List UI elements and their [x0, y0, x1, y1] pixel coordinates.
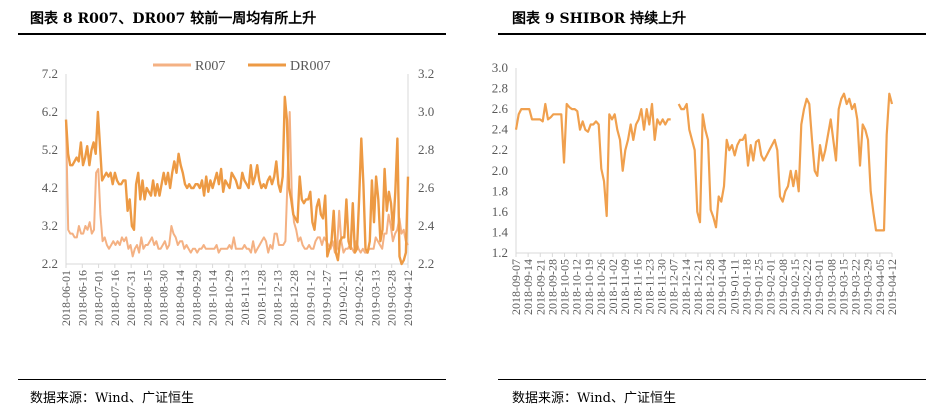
shibor-x-tick-label: 2019-03-08: [824, 259, 838, 315]
shibor-y-tick-label: 1.4: [492, 224, 509, 239]
shibor-x-tick-label: 2018-09-14: [521, 259, 535, 315]
right-source-note: 数据来源：Wind、广证恒生: [512, 391, 676, 406]
y-right-tick-label: 3.2: [418, 66, 434, 81]
y-right-tick-label: 3.0: [418, 104, 434, 119]
shibor-x-tick-label: 2019-02-22: [800, 259, 814, 315]
right-chart-title: 图表 9 SHIBOR 持续上升: [512, 11, 687, 27]
shibor-x-tick-label: 2019-03-22: [849, 259, 863, 315]
shibor-x-tick-label: 2018-09-28: [545, 259, 559, 315]
x-tick-label: 2018-11-28: [254, 270, 268, 326]
shibor-x-tick-label: 2018-11-09: [618, 259, 632, 315]
shibor-x-tick-label: 2018-09-21: [533, 259, 547, 315]
x-tick-label: 2018-06-01: [59, 270, 73, 326]
y-left-tick-label: 7.2: [42, 66, 58, 81]
x-tick-label: 2019-02-26: [352, 270, 366, 326]
shibor-x-tick-label: 2019-01-25: [752, 259, 766, 315]
shibor-y-tick-label: 2.6: [492, 101, 509, 116]
shibor-y-tick-label: 2.2: [492, 142, 508, 157]
legend-label-r007: R007: [195, 59, 225, 74]
shibor-x-tick-label: 2018-10-05: [558, 259, 572, 315]
shibor-x-tick-label: 2018-12-07: [667, 259, 681, 315]
shibor-x-tick-label: 2018-09-07: [509, 259, 523, 315]
shibor-y-tick-label: 3.0: [492, 60, 508, 75]
x-tick-label: 2018-09-29: [189, 270, 203, 326]
left-title-rule: [18, 33, 446, 35]
x-tick-label: 2019-03-28: [385, 270, 399, 326]
y-right-tick-label: 2.8: [418, 142, 434, 157]
y-right-tick-label: 2.2: [418, 256, 434, 271]
shibor-y-tick-label: 1.8: [492, 183, 508, 198]
shibor-series-line: [514, 92, 894, 232]
y-right-tick-label: 2.4: [418, 218, 435, 233]
shibor-x-tick-label: 2019-02-08: [776, 259, 790, 315]
shibor-x-tick-label: 2018-10-19: [582, 259, 596, 315]
x-tick-label: 2018-11-13: [238, 270, 252, 326]
shibor-y-tick-label: 2.8: [492, 81, 508, 96]
shibor-x-tick-label: 2018-12-28: [703, 259, 717, 315]
shibor-x-tick-label: 2019-03-01: [812, 259, 826, 315]
x-tick-label: 2018-07-01: [92, 270, 106, 326]
shibor-x-tick-label: 2019-01-11: [727, 259, 741, 315]
series-line-dr007: [64, 95, 410, 266]
x-tick-label: 2018-08-15: [140, 270, 154, 326]
shibor-x-tick-label: 2018-11-23: [642, 259, 656, 315]
shibor-x-tick-label: 2019-03-15: [836, 259, 850, 315]
shibor-y-tick-label: 2.4: [492, 122, 509, 137]
shibor-y-tick-label: 2.0: [492, 163, 508, 178]
shibor-x-tick-label: 2018-11-30: [655, 259, 669, 315]
x-tick-label: 2018-07-31: [124, 270, 138, 326]
shibor-x-tick-label: 2019-04-05: [873, 259, 887, 315]
x-tick-label: 2018-09-14: [173, 270, 187, 326]
left-source-note: 数据来源：Wind、广证恒生: [30, 391, 194, 406]
shibor-y-tick-label: 1.2: [492, 245, 508, 260]
x-tick-label: 2019-01-12: [303, 270, 317, 326]
legend-label-dr007: DR007: [290, 59, 330, 74]
shibor-x-tick-label: 2018-11-02: [606, 259, 620, 315]
x-tick-label: 2018-06-16: [75, 270, 89, 326]
shibor-x-tick-label: 2019-01-18: [739, 259, 753, 315]
shibor-x-tick-label: 2019-02-01: [764, 259, 778, 315]
shibor-x-tick-label: 2018-12-14: [679, 259, 693, 315]
y-left-tick-label: 4.2: [42, 180, 58, 195]
shibor-x-tick-label: 2019-04-12: [885, 259, 899, 315]
shibor-x-tick-label: 2019-01-04: [715, 259, 729, 315]
left-source-rule: [18, 379, 446, 380]
left-chart-title: 图表 8 R007、DR007 较前一周均有所上升: [30, 11, 317, 27]
x-tick-label: 2018-12-13: [271, 270, 285, 326]
shibor-x-tick-label: 2018-10-26: [594, 259, 608, 315]
shibor-x-tick-label: 2019-02-15: [788, 259, 802, 315]
shibor-x-tick-label: 2018-12-21: [691, 259, 705, 315]
y-left-tick-label: 2.2: [42, 256, 58, 271]
shibor-y-tick-label: 1.6: [492, 204, 509, 219]
x-tick-label: 2019-02-11: [336, 270, 350, 326]
x-tick-label: 2018-10-29: [222, 270, 236, 326]
right-source-rule: [498, 379, 926, 380]
shibor-x-tick-label: 2018-11-16: [630, 259, 644, 315]
x-tick-label: 2018-08-30: [157, 270, 171, 326]
y-left-tick-label: 3.2: [42, 218, 58, 233]
x-tick-label: 2018-10-14: [206, 270, 220, 326]
y-left-tick-label: 5.2: [42, 142, 58, 157]
shibor-x-tick-label: 2018-10-12: [570, 259, 584, 315]
right-title-rule: [498, 33, 926, 35]
y-right-tick-label: 2.6: [418, 180, 435, 195]
x-tick-label: 2019-04-12: [401, 270, 415, 326]
x-tick-label: 2019-01-27: [320, 270, 334, 326]
x-tick-label: 2018-07-16: [108, 270, 122, 326]
x-tick-label: 2019-03-13: [368, 270, 382, 326]
y-left-tick-label: 6.2: [42, 104, 58, 119]
shibor-x-tick-label: 2019-03-29: [861, 259, 875, 315]
x-tick-label: 2018-12-28: [287, 270, 301, 326]
